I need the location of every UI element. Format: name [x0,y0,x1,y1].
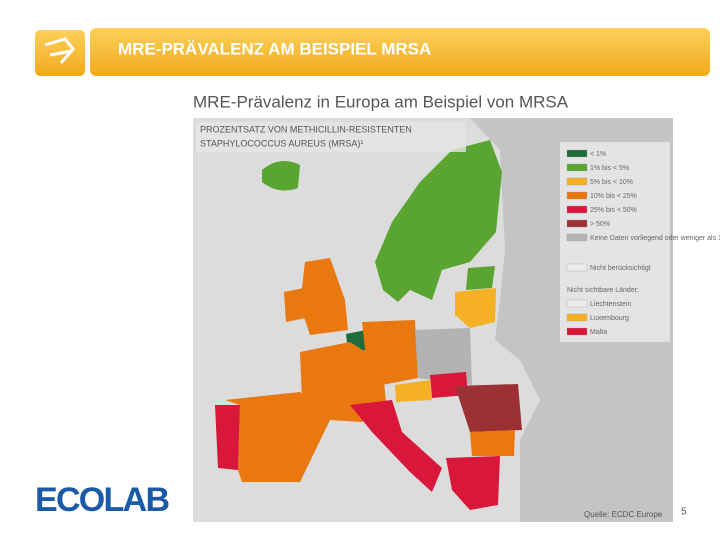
legend-label: > 50% [590,221,610,228]
romania [455,384,522,432]
map-source: Quelle: ECDC Europe [584,510,663,519]
legend-swatch [566,327,588,336]
map-heading: PROZENTSATZ VON METHICILLIN-RESISTENTEN [200,124,412,134]
heading-box [196,122,466,152]
legend-label: Liechtenstein [590,301,631,308]
scandinavia [375,140,502,302]
poland [415,328,472,385]
legend-label: 25% bis < 50% [590,207,637,214]
legend-label: 10% bis < 25% [590,193,637,200]
icon-glyph [44,37,75,64]
legend-swatch [566,219,588,228]
legend-label: Nicht berücksichtigt [590,265,651,272]
legend-swatch [566,205,588,214]
italy [350,400,442,492]
legend-label: Malta [590,329,607,336]
header-bar [90,28,710,76]
legend-swatch [566,313,588,322]
iceland [262,161,300,191]
france [300,342,386,422]
portugal [215,405,240,470]
page-number: 5 [681,507,687,518]
legend-swatch [566,263,588,272]
header-title: MRE-PRÄVALENZ AM BEISPIEL MRSA [118,39,431,58]
legend-swatch [566,163,588,172]
legend: < 1% 1% bis < 5% 5% bis < 10% 10% bis < 25%… [566,149,720,336]
legend-swatch [566,191,588,200]
germany [362,320,418,385]
legend-label: < 1% [590,151,606,158]
spain [225,392,330,482]
bulgaria [470,430,515,456]
legend-swatch [566,299,588,308]
legend-label: 1% bis < 5% [590,165,629,172]
legend-swatch [566,177,588,186]
austria [395,380,432,402]
baltic [455,288,496,328]
legend-subheading: Nicht sichtbare Länder: [567,287,639,294]
legend-label: Keine Daten vorliegend oder weniger als … [590,235,720,242]
legend-box [560,142,670,342]
map-heading: STAPHYLOCOCCUS AUREUS (MRSA)¹ [200,138,363,148]
estonia [466,266,495,290]
ireland [284,288,306,322]
map-title: MRE-Prävalenz in Europa am Beispiel von … [193,92,569,111]
legend-label: 5% bis < 10% [590,179,633,186]
legend-swatch [566,233,588,242]
legend-label: Luxembourg [590,315,629,322]
logo: ECOLAB [35,481,170,519]
uk [300,258,348,335]
greece [446,456,500,510]
legend-swatch [566,149,588,158]
